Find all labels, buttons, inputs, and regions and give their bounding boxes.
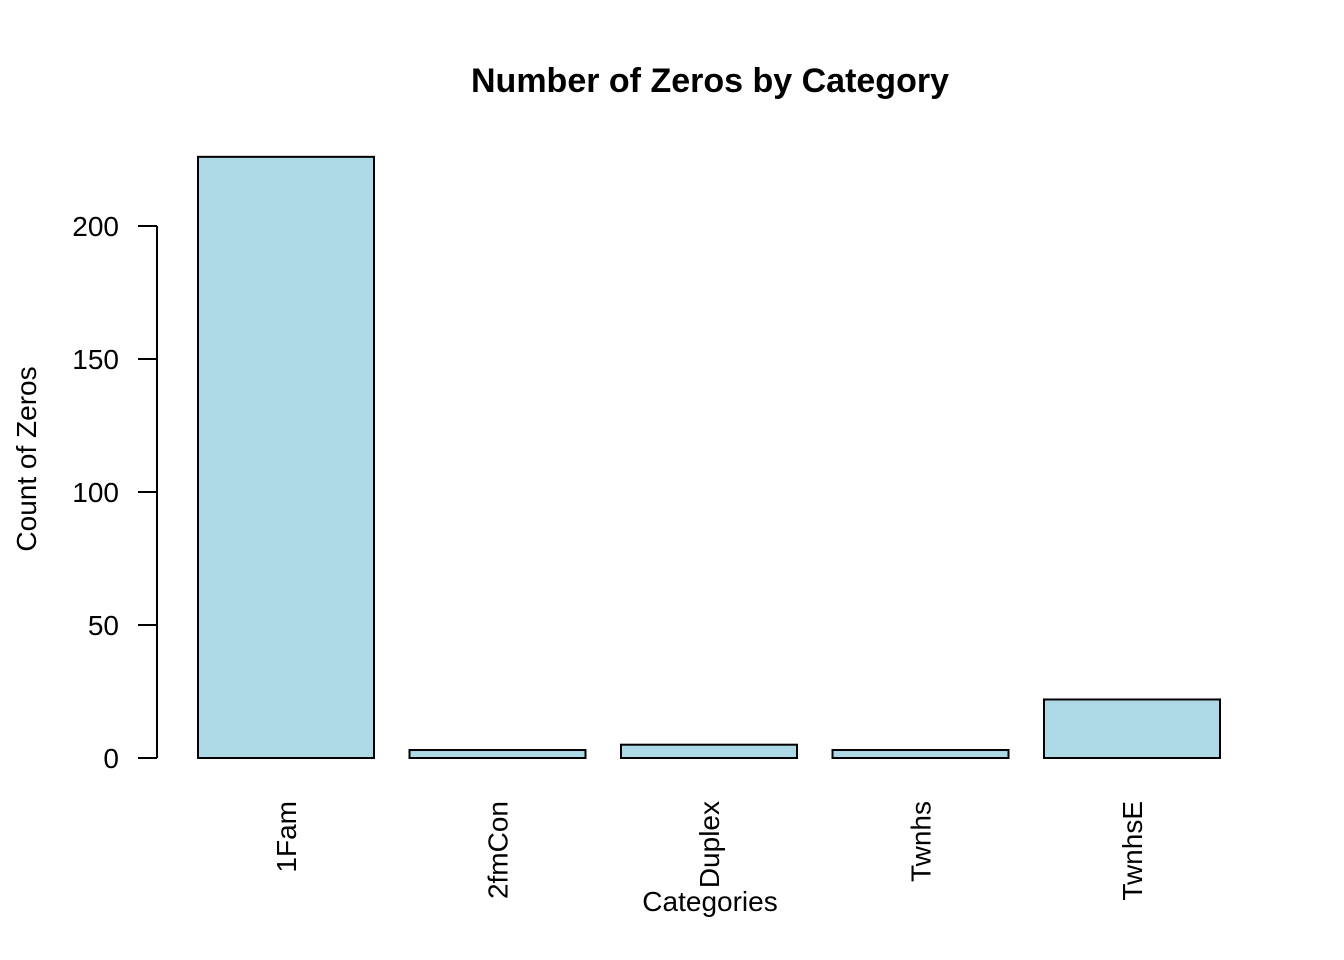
bar-twnhse <box>1043 698 1221 759</box>
x-tick-label-twnhse: TwnhsE <box>1117 801 1148 901</box>
y-tick-label: 100 <box>72 477 119 508</box>
bar-twnhs <box>831 749 1010 760</box>
chart-title: Number of Zeros by Category <box>471 62 949 100</box>
y-axis-label: Count of Zeros <box>11 366 42 551</box>
bars-group <box>197 155 1221 760</box>
x-tick-label-duplex: Duplex <box>694 801 725 888</box>
bar-1fam <box>197 155 375 759</box>
x-tick-label-2fmcon: 2fmCon <box>483 801 514 899</box>
x-tick-label-1fam: 1Fam <box>271 801 302 873</box>
y-tick-label: 150 <box>72 344 119 375</box>
y-axis: 0 50 100 150 200 <box>72 211 158 774</box>
y-tick-label: 50 <box>88 610 119 641</box>
x-tick-labels: 1Fam 2fmCon Duplex Twnhs TwnhsE <box>271 801 1148 901</box>
bar-duplex <box>620 743 798 760</box>
y-tick-label: 200 <box>72 211 119 242</box>
y-tick-label: 0 <box>103 743 119 774</box>
x-tick-label-twnhs: Twnhs <box>906 801 937 882</box>
bar-2fmcon <box>408 749 587 760</box>
x-axis-label: Categories <box>642 886 777 917</box>
